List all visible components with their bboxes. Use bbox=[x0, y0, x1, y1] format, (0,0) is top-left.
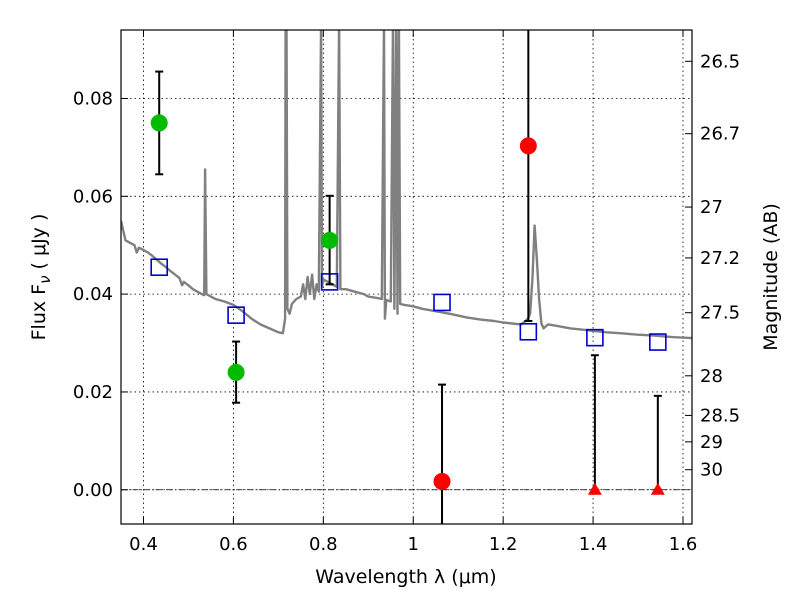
nondetection-point bbox=[433, 472, 451, 490]
nondetection-upper-limit bbox=[587, 482, 602, 495]
y-axis-label: Flux Fν ( μJy ) bbox=[28, 214, 54, 341]
y-tick-label: 0.00 bbox=[73, 480, 113, 501]
template-spectrum-line bbox=[121, 30, 692, 340]
y-tick-label: 0.08 bbox=[73, 88, 113, 109]
right-tick-label: 27 bbox=[700, 197, 723, 218]
detection-point bbox=[321, 231, 339, 249]
x-tick-label: 0.8 bbox=[309, 534, 338, 555]
right-tick-label: 27.2 bbox=[700, 248, 740, 269]
x-tick-label: 1.2 bbox=[489, 534, 518, 555]
plot-frame bbox=[120, 29, 693, 525]
detection-point bbox=[227, 363, 245, 381]
y-tick-label: 0.04 bbox=[73, 284, 113, 305]
nondetection-point bbox=[519, 137, 537, 155]
x-tick-label: 0.6 bbox=[219, 534, 248, 555]
detection-point bbox=[150, 114, 168, 132]
model-point bbox=[586, 328, 604, 347]
right-axis-label: Magnitude (AB) bbox=[760, 203, 782, 351]
x-tick-label: 0.4 bbox=[129, 534, 158, 555]
right-tick-label: 30 bbox=[700, 460, 723, 481]
right-tick-label: 28 bbox=[700, 366, 723, 387]
model-point bbox=[519, 322, 538, 341]
x-tick-label: 1 bbox=[408, 534, 419, 555]
y-tick-label: 0.06 bbox=[73, 186, 113, 207]
right-tick-label: 26.7 bbox=[700, 124, 740, 145]
x-tick-label: 1.4 bbox=[579, 534, 608, 555]
model-point bbox=[433, 293, 451, 312]
x-axis-label: Wavelength λ (μm) bbox=[315, 566, 496, 588]
model-point bbox=[649, 333, 667, 351]
y-tick-label: 0.02 bbox=[73, 382, 113, 403]
data-marks bbox=[150, 30, 667, 524]
right-tick-label: 27.5 bbox=[700, 303, 740, 324]
axis-ticks: 0.4 0.6 0.8 1 1.2 1.4 1.6 0.00 0.02 0.04 0.06 0.08 2… bbox=[73, 30, 740, 555]
right-tick-label: 29 bbox=[700, 432, 723, 453]
x-tick-label: 1.6 bbox=[669, 534, 698, 555]
model-point bbox=[150, 258, 169, 277]
nondetection-upper-limit bbox=[650, 482, 665, 495]
model-point bbox=[227, 306, 245, 324]
right-tick-label: 28.5 bbox=[700, 405, 740, 426]
right-tick-label: 26.5 bbox=[700, 51, 740, 72]
